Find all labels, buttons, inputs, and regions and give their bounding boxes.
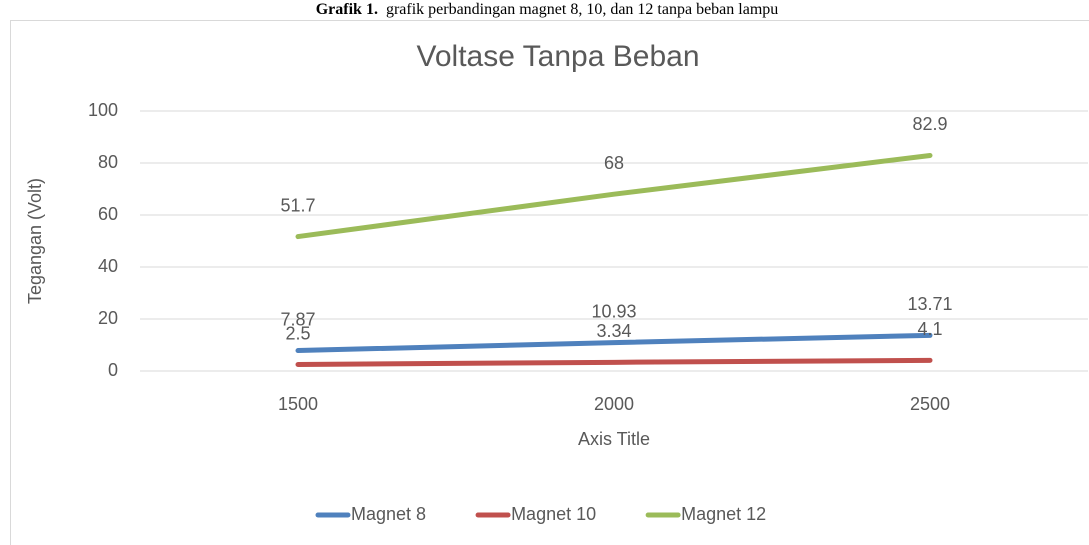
x-tick-label: 2000: [594, 394, 634, 414]
data-label: 51.7: [280, 195, 315, 215]
data-label: 3.34: [596, 321, 631, 341]
data-label: 7.87: [280, 309, 315, 329]
legend-label: Magnet 8: [351, 504, 426, 524]
caption-label: Grafik 1.: [316, 1, 378, 18]
y-tick-label: 40: [98, 256, 118, 276]
x-tick-label: 2500: [910, 394, 950, 414]
data-label: 68: [604, 153, 624, 173]
y-axis-title: Tegangan (Volt): [25, 178, 45, 304]
series-line: [295, 152, 933, 240]
x-axis-title: Axis Title: [578, 429, 650, 449]
y-tick-label: 20: [98, 308, 118, 328]
caption: Grafik 1. grafik perbandingan magnet 8, …: [316, 1, 779, 18]
legend-label: Magnet 10: [511, 504, 596, 524]
data-label: 2.5: [285, 323, 310, 343]
y-tick-label: 100: [88, 100, 118, 120]
y-tick-label: 80: [98, 152, 118, 172]
x-tick-label: 1500: [278, 394, 318, 414]
y-tick-label: 0: [108, 360, 118, 380]
y-tick-label: 60: [98, 204, 118, 224]
data-label: 13.71: [907, 294, 952, 314]
chart-title: Voltase Tanpa Beban: [416, 40, 699, 73]
data-label: 82.9: [912, 114, 947, 134]
caption-text: grafik perbandingan magnet 8, 10, dan 12…: [386, 1, 778, 18]
legend-label: Magnet 12: [681, 504, 766, 524]
data-label: 4.1: [917, 319, 942, 339]
series-line: [295, 332, 933, 354]
series-line: [295, 357, 933, 367]
chart-border: [10, 20, 1089, 545]
data-label: 10.93: [591, 301, 636, 321]
